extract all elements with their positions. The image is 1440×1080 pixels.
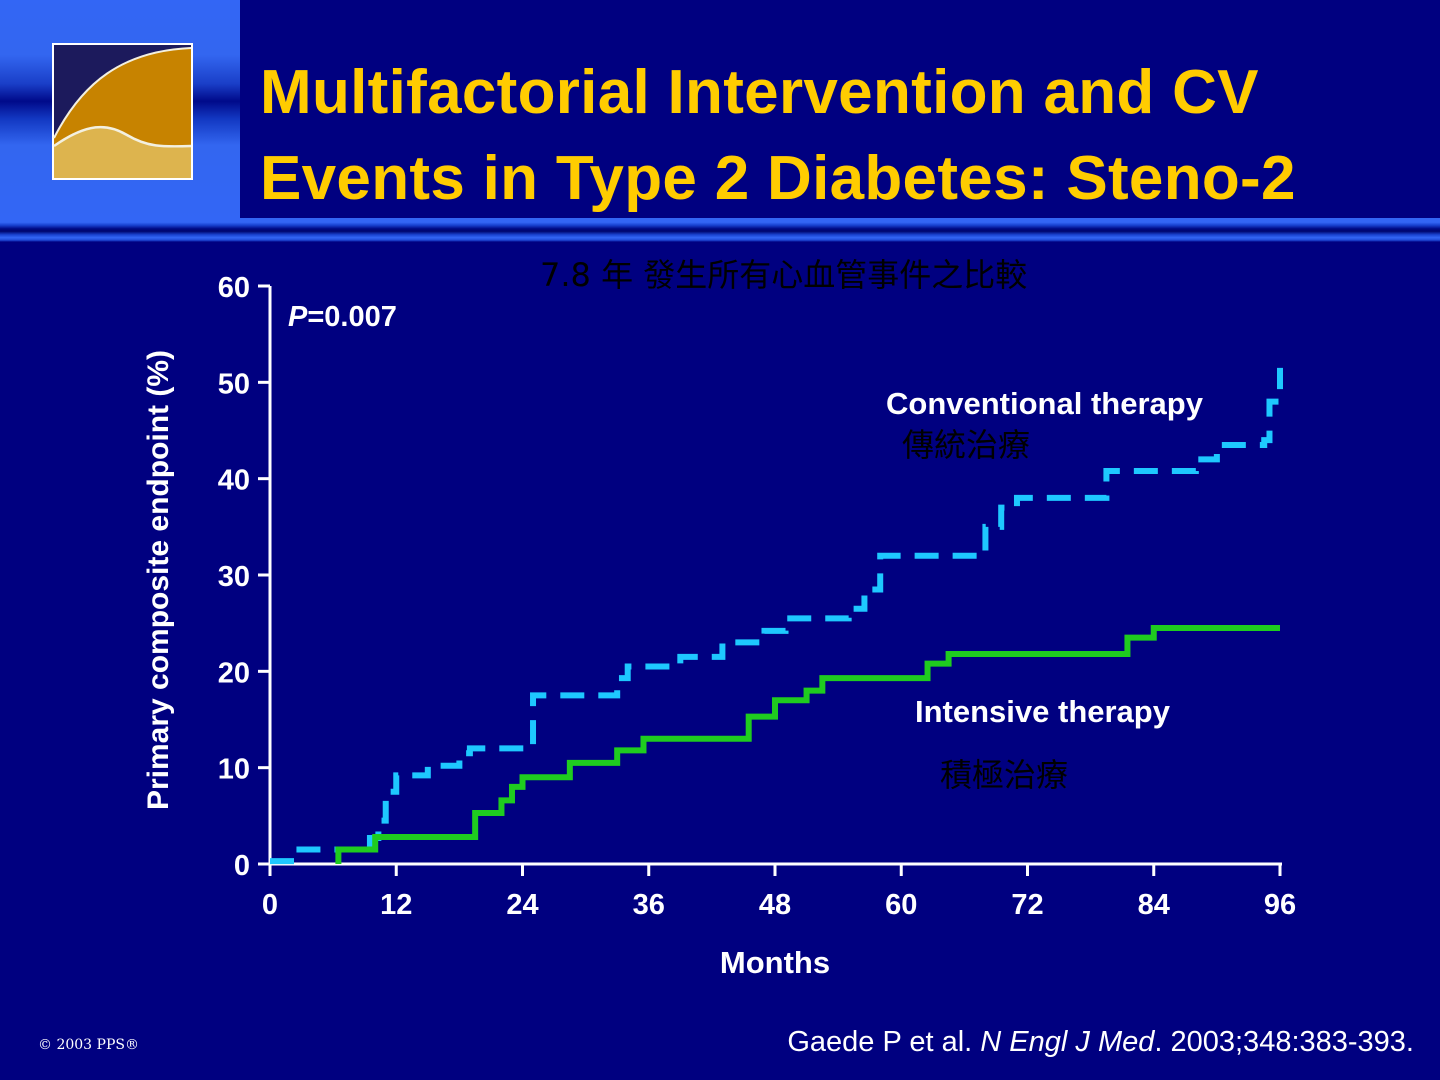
legend-intensive-label-cn: 積極治療 [940,756,1068,794]
slide-title: Multifactorial Intervention and CV Event… [260,50,1296,222]
title-band [240,0,1440,220]
y-tick-label: 30 [218,561,250,593]
citation-journal: N Engl J Med [980,1026,1155,1058]
legend-conventional-label-cn: 傳統治療 [902,426,1030,464]
p-value-annotation: P=0.007 [288,301,397,333]
header-divider [0,218,1440,242]
y-axis-label: Primary composite endpoint (%) [142,350,175,810]
x-tick-label: 84 [1138,889,1170,921]
slide-title-line2: Events in Type 2 Diabetes: Steno-2 [260,144,1296,213]
citation-details: . 2003;348:383-393. [1154,1026,1414,1058]
series-conventional-line [270,367,1283,865]
citation: Gaede P et al. N Engl J Med. 2003;348:38… [787,1026,1414,1059]
y-tick-label: 0 [234,850,250,882]
x-tick-label: 36 [633,889,665,921]
series-intensive-line [335,624,1280,864]
x-tick-label: 0 [262,889,278,921]
y-tick-label: 10 [218,754,250,786]
p-value: =0.007 [307,301,397,333]
y-tick-label: 20 [218,657,250,689]
slide-title-line1: Multifactorial Intervention and CV [260,58,1259,127]
legend-intensive-label: Intensive therapy [915,694,1171,729]
x-tick-label: 24 [506,889,538,921]
x-axis-label: Months [720,945,830,980]
series-layer [270,367,1283,865]
p-label: P [288,301,308,333]
copyright: © 2003 PPS® [38,1037,139,1053]
x-tick-label: 96 [1264,889,1296,921]
y-tick-label: 50 [218,368,250,400]
citation-authors: Gaede P et al. [787,1026,981,1058]
y-tick-label: 40 [218,465,250,497]
axes: 0 10 20 30 40 50 60 0 12 24 36 48 60 72 84 96 [218,272,1296,921]
y-tick-label: 60 [218,272,250,304]
x-tick-label: 60 [885,889,917,921]
header-left-panel [0,0,240,220]
x-tick-label: 72 [1011,889,1043,921]
x-tick-label: 12 [380,889,412,921]
logo-icon [52,43,193,180]
legend-conventional-label: Conventional therapy [886,386,1204,421]
x-tick-label: 48 [759,889,791,921]
chart-subtitle-cn: 7.8 年 發生所有心血管事件之比較 [540,256,1028,294]
